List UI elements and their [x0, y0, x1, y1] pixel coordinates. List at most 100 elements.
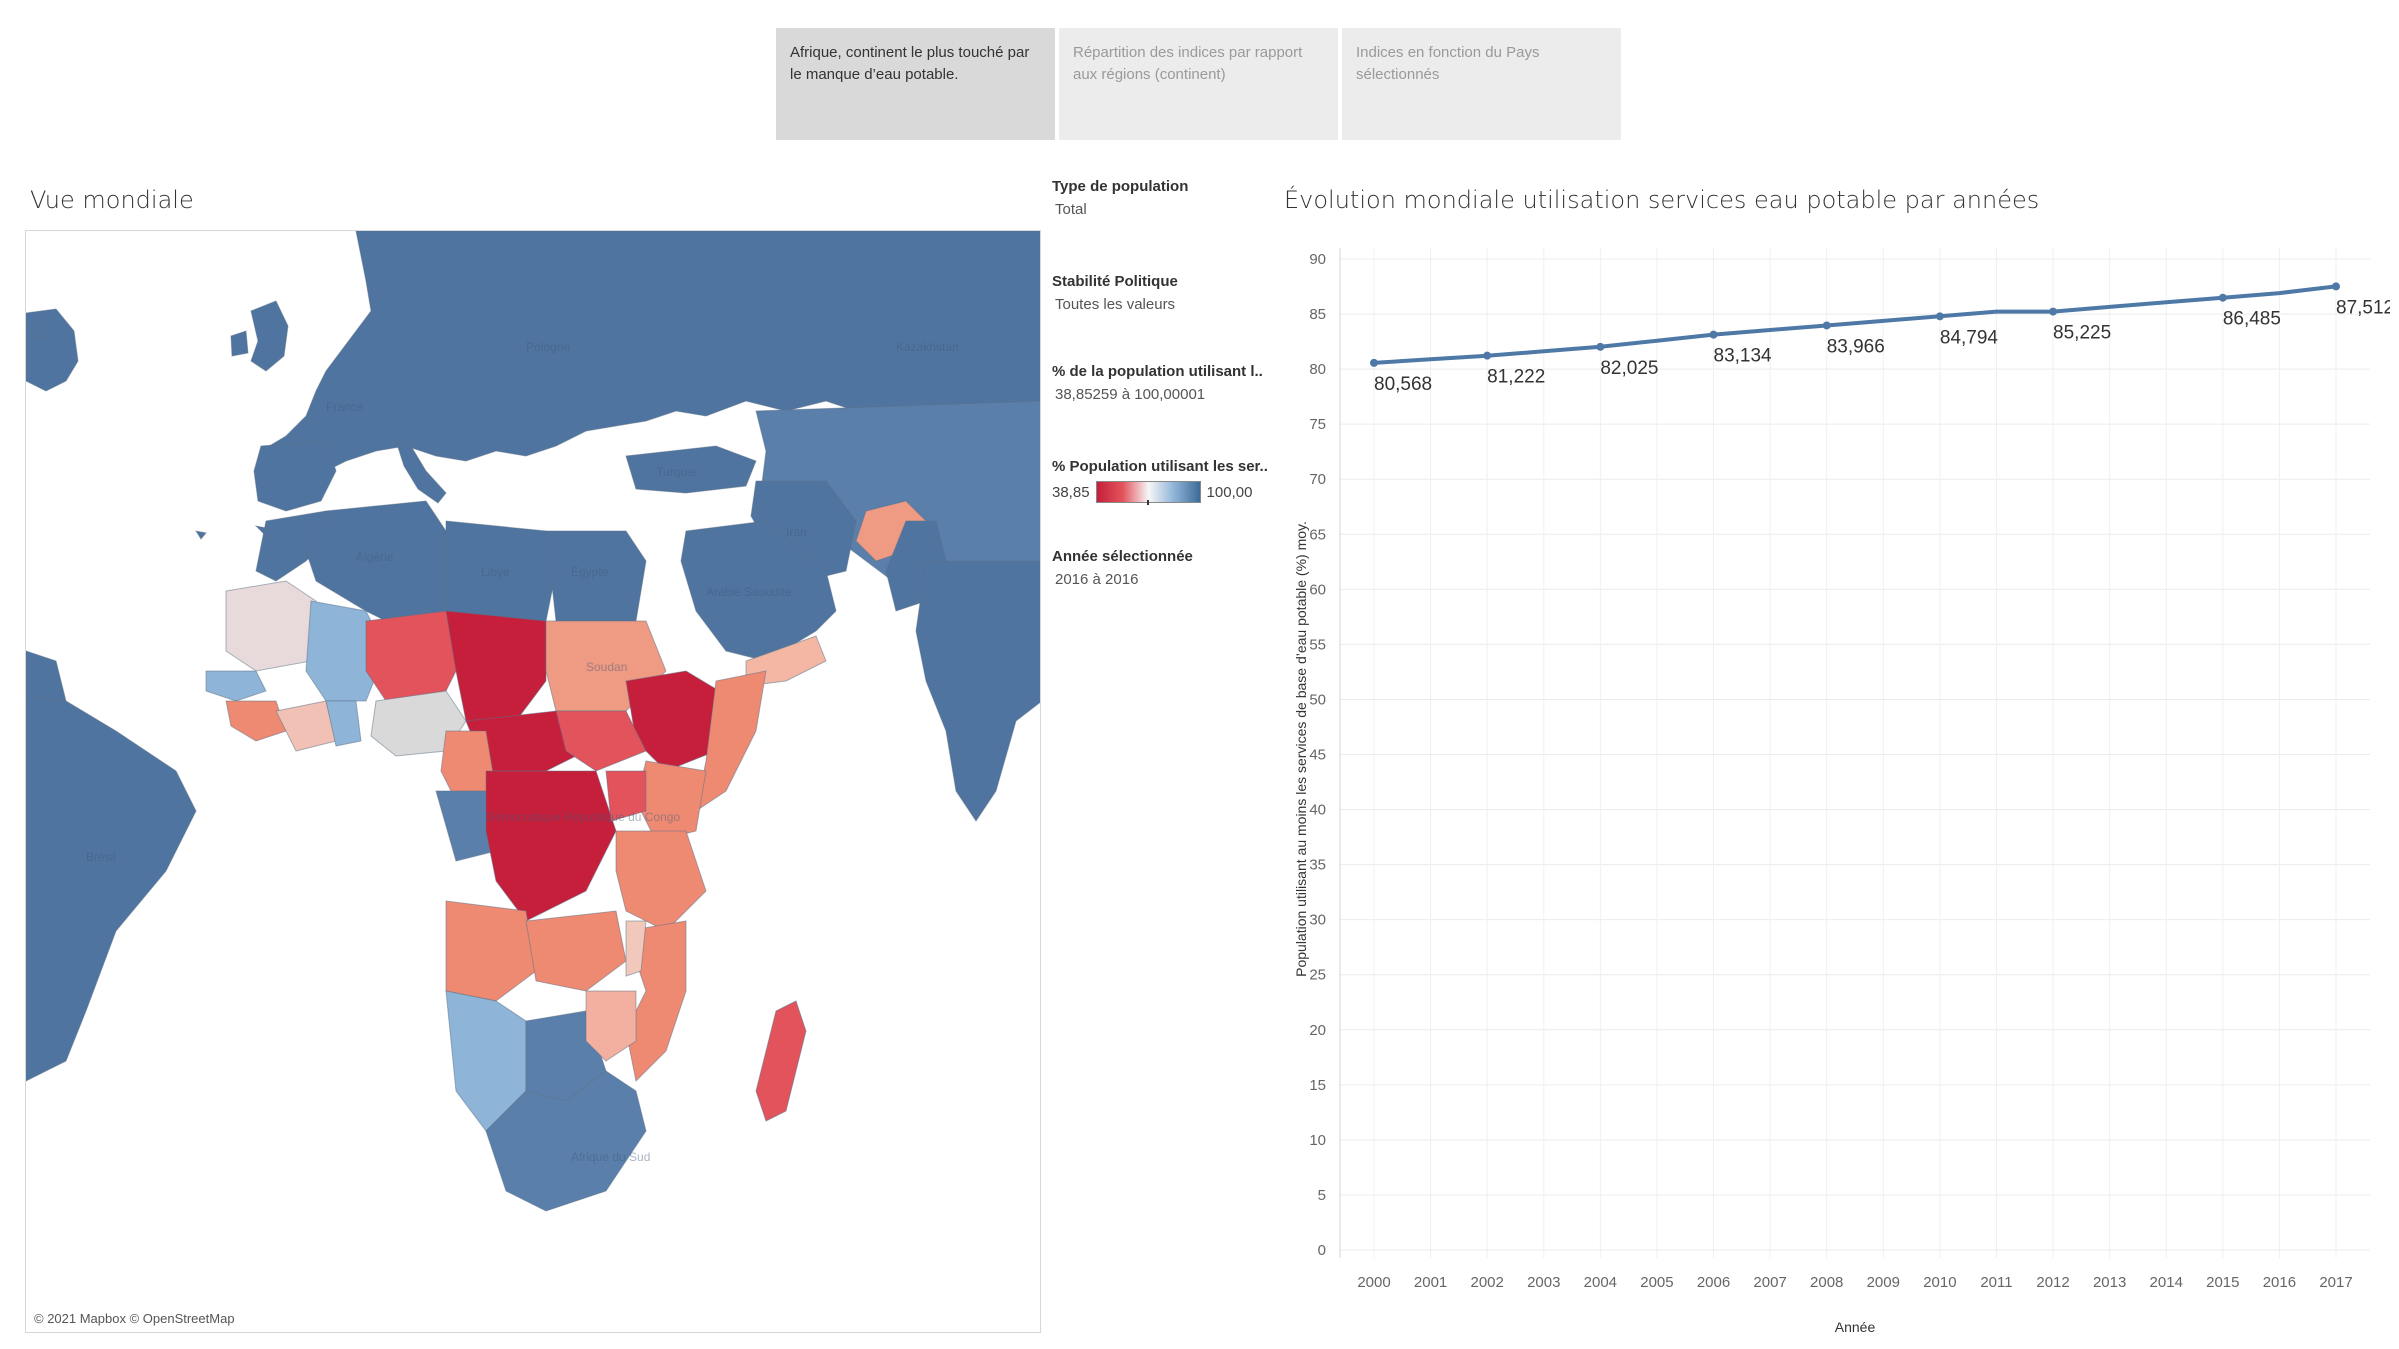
filter-year[interactable]: Année sélectionnée 2016 à 2016: [1052, 548, 1193, 588]
map-label-afrique-sud: Afrique du Sud: [571, 1150, 650, 1164]
map-label-turquie: Turquie: [656, 465, 697, 479]
region-turkey: [625, 445, 757, 494]
region-angola: [445, 900, 537, 1002]
data-label: 83,134: [1714, 346, 1773, 367]
map-title: Vue mondiale: [30, 186, 194, 214]
region-somalia: [695, 670, 767, 813]
region-tanzania: [615, 830, 707, 932]
data-label: 81,222: [1487, 367, 1545, 388]
data-label: 82,025: [1600, 358, 1658, 379]
data-point[interactable]: [1596, 342, 1605, 351]
region-islands: [194, 525, 272, 540]
y-tick-label: 75: [1309, 416, 1326, 433]
filter-label: % de la population utilisant l..: [1052, 363, 1263, 380]
x-tick-label: 2006: [1697, 1274, 1730, 1291]
data-point[interactable]: [1709, 330, 1718, 339]
filter-population-type[interactable]: Type de population Total: [1052, 178, 1188, 218]
data-point[interactable]: [1370, 358, 1378, 367]
dashboard-tabs: Afrique, continent le plus touché par le…: [776, 28, 1625, 140]
tab-afrique[interactable]: Afrique, continent le plus touché par le…: [776, 28, 1055, 140]
x-tick-label: 2016: [2263, 1274, 2296, 1291]
map-label-algerie: Algérie: [356, 550, 394, 564]
filter-label: Stabilité Politique: [1052, 273, 1178, 290]
region-south-sudan: [555, 710, 647, 772]
series-points: [1370, 282, 2340, 367]
legend-max: 100,00: [1206, 483, 1253, 501]
region-ireland: [230, 330, 249, 357]
y-tick-label: 35: [1309, 857, 1326, 874]
map-label-pologne: Pologne: [526, 340, 570, 354]
choropleth-map[interactable]: Algérie Libye Égypte Arabie Saoudite Sou…: [26, 231, 1041, 1333]
data-point[interactable]: [1935, 312, 1944, 321]
region-mauritania: [225, 580, 317, 672]
map-label-arabie: Arabie Saoudite: [706, 585, 792, 599]
series-line: [1373, 284, 2337, 365]
tab-repartition-regions[interactable]: Répartition des indices par rapport aux …: [1059, 28, 1338, 140]
map-label-france: France: [326, 400, 364, 414]
y-tick-label: 50: [1309, 691, 1326, 708]
data-point[interactable]: [2218, 293, 2227, 302]
data-label: 84,794: [1940, 327, 1999, 348]
map-label-iran: Iran: [786, 525, 807, 539]
y-tick-label: 90: [1309, 251, 1326, 268]
x-tick-label: 2011: [1980, 1274, 2012, 1291]
map-label-libye: Libye: [481, 565, 510, 579]
region-iceland: [27, 320, 49, 340]
x-tick-label: 2003: [1527, 1274, 1560, 1291]
line-chart[interactable]: 0 5 10 15 20 25 30 35 40 45 50 55 60 65 70 75 80 85 90 200…: [1280, 228, 2390, 1338]
filter-value[interactable]: Toutes les valeurs: [1055, 296, 1176, 313]
x-tick-label: 2015: [2206, 1274, 2239, 1291]
map-label-egypte: Égypte: [571, 564, 609, 579]
legend-min: 38,85: [1052, 483, 1090, 501]
y-tick-label: 40: [1309, 802, 1326, 819]
data-point[interactable]: [1483, 351, 1492, 360]
region-uganda: [605, 770, 647, 822]
x-axis-label: Année: [1835, 1319, 1876, 1335]
filter-political-stability[interactable]: Stabilité Politique Toutes les valeurs: [1052, 273, 1178, 313]
data-label: 85,225: [2053, 323, 2111, 344]
region-south-africa: [485, 1070, 647, 1212]
region-drc: [485, 770, 617, 922]
region-zambia: [525, 910, 627, 992]
region-chad: [445, 610, 547, 722]
color-legend: % Population utilisant les ser.. 38,85 1…: [1052, 458, 1272, 505]
region-senegal: [205, 670, 267, 702]
chart-grid: [1339, 248, 2370, 1258]
filter-pct-range[interactable]: % de la population utilisant l.. 38,8525…: [1052, 363, 1272, 403]
tab-indices-pays[interactable]: Indices en fonction du Pays sélectionnés: [1342, 28, 1621, 140]
x-tick-label: 2000: [1357, 1274, 1390, 1291]
y-tick-label: 25: [1309, 967, 1326, 984]
region-malawi: [625, 920, 647, 977]
filter-label: Année sélectionnée: [1052, 548, 1193, 565]
x-tick-label: 2001: [1414, 1274, 1447, 1291]
x-tick-label: 2004: [1584, 1274, 1617, 1291]
y-tick-label: 0: [1318, 1242, 1326, 1259]
region-italy: [395, 440, 447, 504]
data-point[interactable]: [2332, 282, 2340, 291]
region-uk: [250, 300, 289, 372]
x-tick-label: 2002: [1470, 1274, 1503, 1291]
region-brazil: [26, 690, 197, 1082]
data-point[interactable]: [1822, 321, 1831, 330]
filter-value[interactable]: Total: [1055, 201, 1087, 218]
legend-label: % Population utilisant les ser..: [1052, 458, 1268, 475]
x-tick-label: 2007: [1753, 1274, 1786, 1291]
y-tick-label: 5: [1318, 1187, 1326, 1204]
y-tick-label: 55: [1309, 636, 1326, 653]
x-tick-label: 2013: [2093, 1274, 2126, 1291]
region-madagascar: [755, 1000, 807, 1122]
filter-value[interactable]: 2016 à 2016: [1055, 571, 1139, 588]
y-tick-label: 85: [1309, 306, 1326, 323]
data-label: 80,568: [1374, 374, 1432, 395]
region-guinea: [225, 700, 287, 742]
filter-value[interactable]: 38,85259 à 100,00001: [1055, 386, 1206, 403]
map-attribution[interactable]: © 2021 Mapbox © OpenStreetMap: [34, 1311, 235, 1326]
y-tick-label: 60: [1309, 581, 1326, 598]
filter-label: Type de population: [1052, 178, 1189, 195]
data-point[interactable]: [2049, 307, 2058, 316]
world-map[interactable]: Algérie Libye Égypte Arabie Saoudite Sou…: [25, 230, 1041, 1333]
legend-gradient: [1095, 481, 1201, 505]
data-label: 86,485: [2223, 309, 2281, 330]
x-tick-label: 2008: [1810, 1274, 1843, 1291]
region-zimbabwe: [585, 990, 637, 1062]
